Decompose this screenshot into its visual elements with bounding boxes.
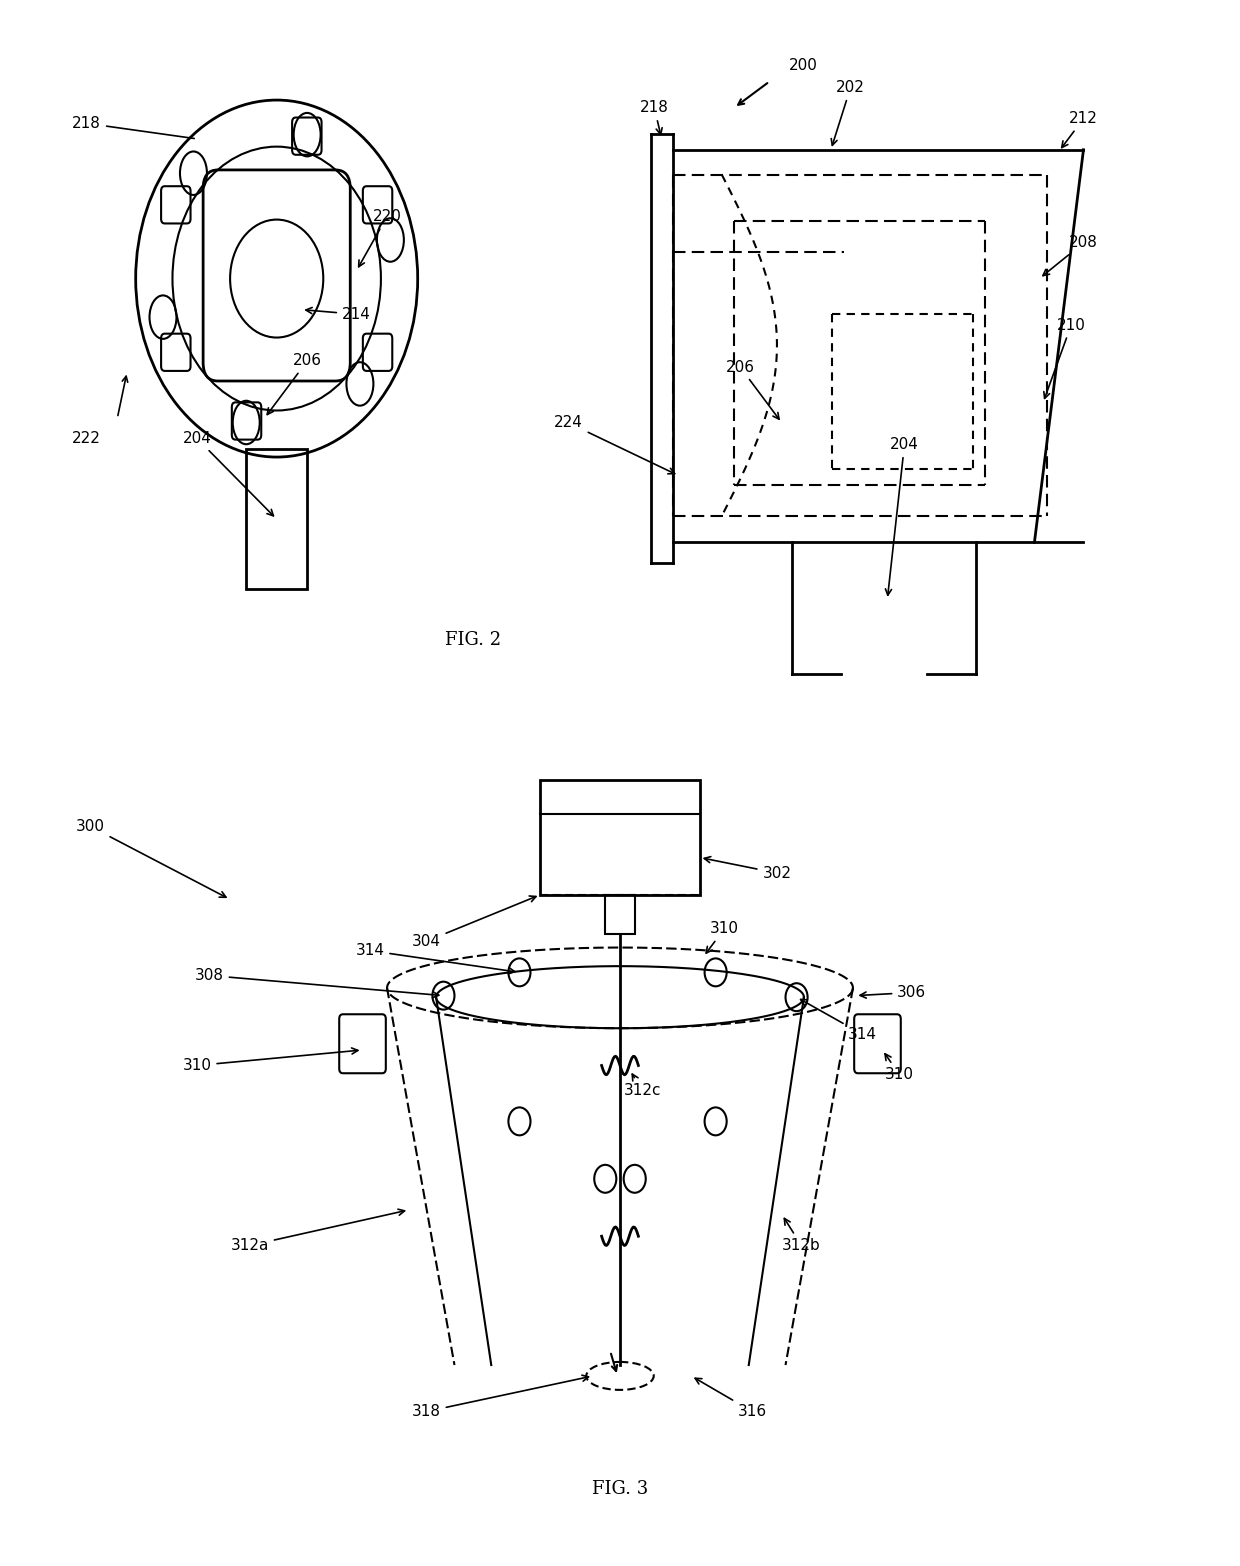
Text: 304: 304 [412,896,536,949]
Text: 302: 302 [704,857,791,880]
Text: 204: 204 [182,431,274,515]
Text: 220: 220 [358,208,402,266]
Text: 218: 218 [640,100,668,135]
Text: 218: 218 [72,116,195,138]
Text: 200: 200 [789,58,818,74]
Bar [246,449,308,589]
Text: 308: 308 [195,968,439,998]
Text: 310: 310 [182,1048,358,1073]
Text: 224: 224 [554,415,675,474]
Text: 314: 314 [356,943,515,974]
Text: 202: 202 [831,80,866,146]
Text: 312a: 312a [231,1209,404,1253]
Text: 310: 310 [706,921,739,954]
Text: 312c: 312c [624,1074,661,1098]
Text: 208: 208 [1043,235,1097,276]
Text: 214: 214 [306,307,371,321]
Text: 314: 314 [801,999,877,1041]
Bar [605,894,635,933]
Text: 318: 318 [412,1375,589,1419]
Text: 222: 222 [72,431,102,446]
Text: 210: 210 [1044,318,1086,398]
Bar [541,780,699,894]
Text: 206: 206 [267,354,322,415]
Text: 312b: 312b [782,1218,821,1253]
Text: 306: 306 [861,985,926,1001]
Text: 212: 212 [1061,111,1097,147]
Text: 206: 206 [725,360,779,420]
Text: 204: 204 [885,437,919,595]
Text: FIG. 3: FIG. 3 [591,1480,649,1499]
Text: 316: 316 [696,1378,768,1419]
Text: 300: 300 [76,819,226,897]
Text: 310: 310 [885,1054,914,1082]
Text: FIG. 2: FIG. 2 [445,631,501,650]
